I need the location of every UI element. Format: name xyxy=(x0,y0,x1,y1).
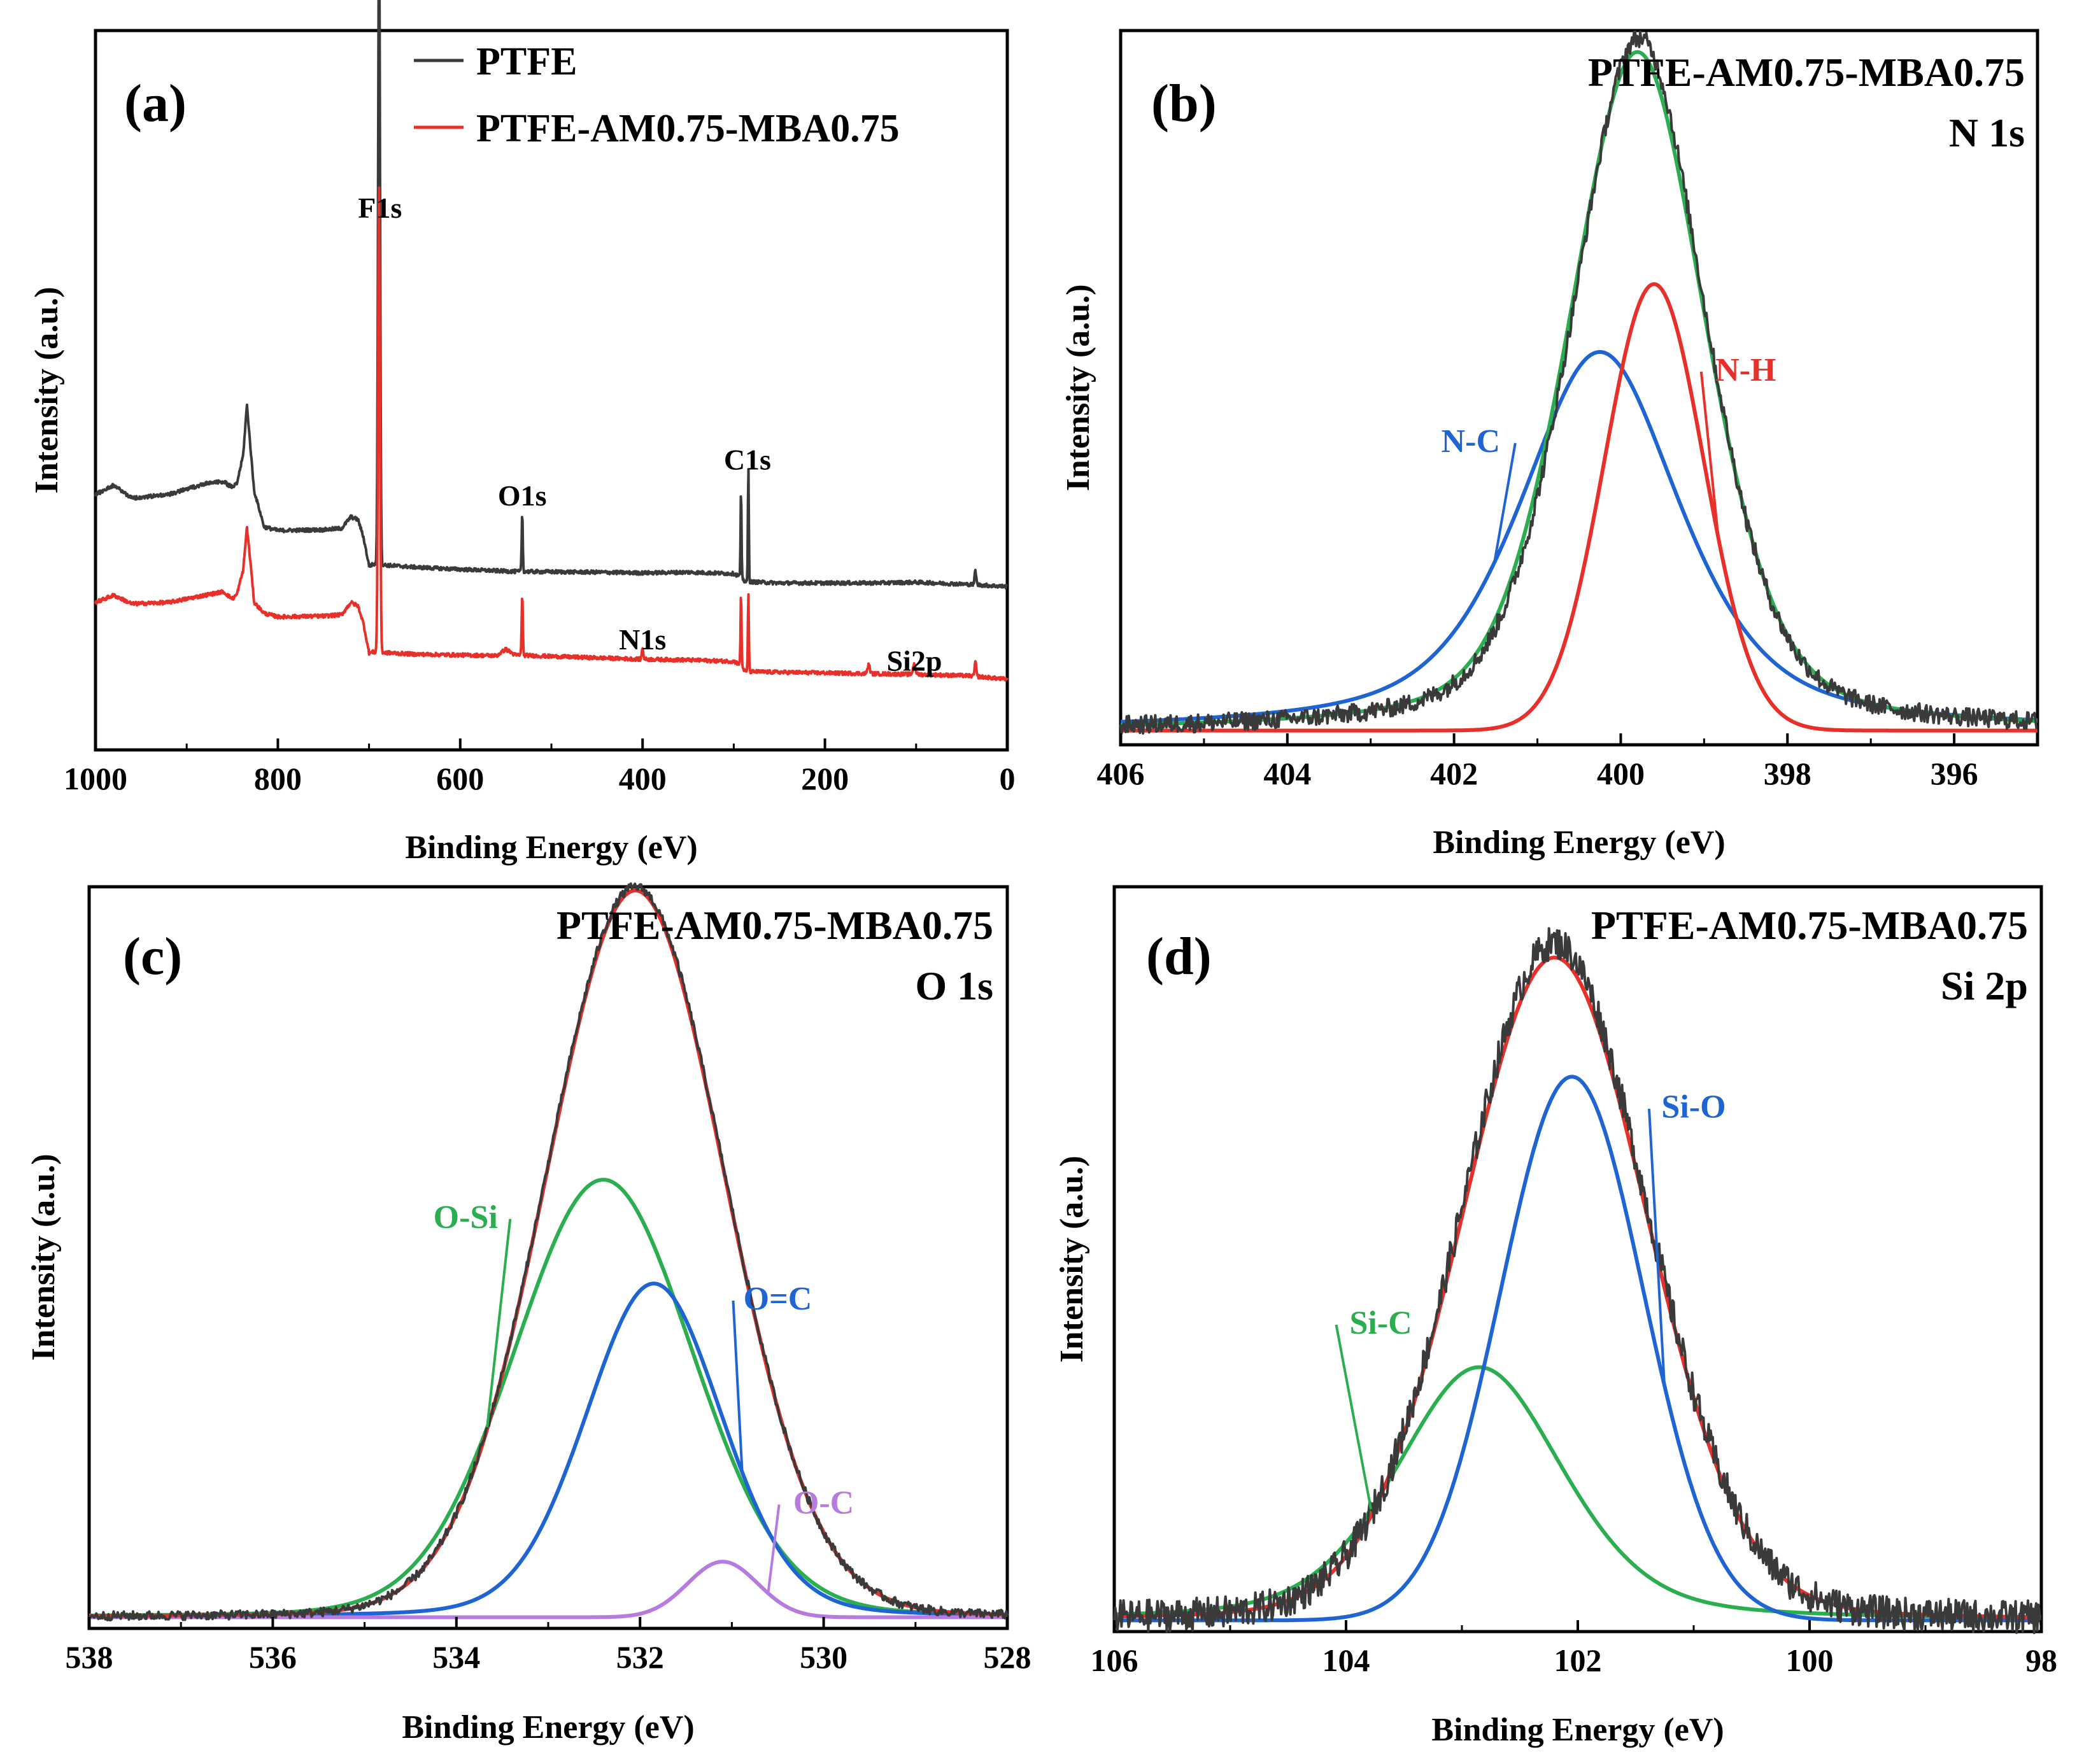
series-line-ptfe xyxy=(94,0,1009,589)
series-line-si-o xyxy=(1113,1075,2043,1623)
peak-label-o1s: O1s xyxy=(498,479,547,512)
sample-title: PTFE-AM0.75-MBA0.75 xyxy=(1588,50,2025,95)
x-tick-label: 396 xyxy=(1931,756,1978,791)
x-ticks: 106 104 102 100 98 xyxy=(1091,1620,2057,1678)
legend-label-ptfe: PTFE xyxy=(476,40,577,83)
peak-labels: F1s O1s C1s N1s Si2p xyxy=(358,192,942,677)
component-label-si-o: Si-O xyxy=(1661,1089,1726,1125)
panel-d-si2p-spectrum: 106 104 102 100 98 (d) PTFE-AM0.75-MBA0.75 S… xyxy=(1054,885,2057,1748)
component-arrow-n-c xyxy=(1493,442,1517,563)
series-line-envelope xyxy=(1119,50,2039,727)
component-labels: O-Si O=C O-C xyxy=(434,1199,854,1594)
series-line-o-c xyxy=(88,1281,1009,1618)
x-tick-label: 104 xyxy=(1322,1642,1370,1678)
component-label-n-c: N-C xyxy=(1442,423,1500,460)
core-level-label: N 1s xyxy=(1949,110,2025,155)
series-layer xyxy=(1113,927,2043,1634)
series-line-ptfe-am0-75-mba0-75 xyxy=(94,186,1009,682)
component-arrow-o-c xyxy=(767,1504,781,1594)
component-label-o-si: O-Si xyxy=(434,1199,498,1236)
series-line-n-c xyxy=(1119,349,2039,724)
x-axis-label: Binding Energy (eV) xyxy=(402,1709,694,1746)
series-line-raw xyxy=(1113,927,2043,1634)
x-tick-label: 404 xyxy=(1263,756,1311,791)
panel-tag: (b) xyxy=(1151,74,1217,133)
plot-frame xyxy=(1119,29,2039,747)
series-line-envelope xyxy=(1113,956,2043,1619)
legend: PTFE PTFE-AM0.75-MBA0.75 xyxy=(414,40,900,150)
x-axis-label: Binding Energy (eV) xyxy=(1431,1712,1724,1748)
x-tick-label: 106 xyxy=(1091,1642,1138,1678)
x-axis-label: Binding Energy (eV) xyxy=(1433,824,1725,861)
panel-tag: (a) xyxy=(124,74,187,133)
x-axis-label: Binding Energy (eV) xyxy=(405,829,697,866)
core-level-label: Si 2p xyxy=(1941,963,2028,1008)
series-line-si-c xyxy=(1113,1365,2043,1620)
x-ticks: 1000 800 600 400 200 0 xyxy=(64,738,1016,796)
y-axis-label: Intensity (a.u.) xyxy=(25,1154,62,1360)
component-labels: N-C N-H xyxy=(1442,352,1776,563)
component-arrow-o-si xyxy=(486,1218,512,1428)
x-ticks: 406 404 402 400 398 396 xyxy=(1097,733,1978,791)
x-tick-label: 102 xyxy=(1554,1642,1602,1678)
x-tick-label: 98 xyxy=(2025,1642,2057,1678)
x-tick-label: 398 xyxy=(1764,756,1811,791)
x-tick-label: 100 xyxy=(1786,1642,1834,1678)
x-tick-label: 200 xyxy=(801,761,849,796)
x-tick-label: 536 xyxy=(249,1639,297,1675)
component-label-si-c: Si-C xyxy=(1349,1305,1412,1341)
y-axis-label: Intensity (a.u.) xyxy=(1054,1155,1090,1362)
sample-title: PTFE-AM0.75-MBA0.75 xyxy=(556,903,993,948)
component-arrow-si-c xyxy=(1335,1324,1373,1510)
component-arrow-o-c xyxy=(732,1300,744,1472)
core-level-label: O 1s xyxy=(915,963,993,1008)
y-axis-label: Intensity (a.u.) xyxy=(1060,284,1096,491)
peak-label-si2p: Si2p xyxy=(886,645,942,677)
x-tick-label: 0 xyxy=(1000,761,1016,796)
y-axis-label: Intensity (a.u.) xyxy=(29,286,65,493)
x-tick-label: 800 xyxy=(254,761,302,796)
x-tick-label: 538 xyxy=(66,1639,113,1675)
component-arrow-n-h xyxy=(1699,371,1720,538)
series-layer xyxy=(94,0,1009,682)
x-tick-label: 406 xyxy=(1097,756,1145,791)
x-tick-label: 400 xyxy=(619,761,667,796)
x-tick-label: 402 xyxy=(1430,756,1478,791)
sample-title: PTFE-AM0.75-MBA0.75 xyxy=(1591,903,2028,948)
series-layer xyxy=(1119,30,2039,735)
component-labels: Si-C Si-O xyxy=(1335,1089,1726,1510)
series-line-n-h xyxy=(1119,282,2039,733)
panel-tag: (c) xyxy=(123,927,182,986)
component-label-n-h: N-H xyxy=(1715,352,1776,388)
panel-b-n1s-spectrum: 406 404 402 400 398 396 (b) PTFE-AM0.75-MBA0.… xyxy=(1060,29,2039,861)
panel-a-survey-spectrum: 1000 800 600 400 200 0 (a) Binding Energy (eV… xyxy=(29,0,1016,866)
peak-label-c1s: C1s xyxy=(724,443,771,476)
x-tick-label: 532 xyxy=(616,1639,664,1675)
series-line-raw xyxy=(88,882,1009,1621)
series-line-o-si xyxy=(88,1178,1009,1618)
x-tick-label: 1000 xyxy=(64,761,127,796)
panel-tag: (d) xyxy=(1146,927,1212,986)
legend-label-ptfe-am-mba: PTFE-AM0.75-MBA0.75 xyxy=(476,107,900,150)
peak-label-f1s: F1s xyxy=(358,192,402,224)
x-ticks: 538 536 534 532 530 528 xyxy=(66,1617,1031,1675)
x-tick-label: 528 xyxy=(984,1639,1031,1675)
component-arrow-si-o xyxy=(1648,1108,1666,1386)
x-tick-label: 600 xyxy=(436,761,484,796)
series-layer xyxy=(88,882,1009,1621)
x-tick-label: 530 xyxy=(800,1639,847,1675)
panel-c-o1s-spectrum: 538 536 534 532 530 528 (c) PTFE-AM0.75-MBA0.… xyxy=(25,882,1031,1746)
series-line-raw xyxy=(1119,30,2038,735)
peak-label-n1s: N1s xyxy=(619,623,666,656)
x-tick-label: 534 xyxy=(432,1639,480,1675)
plot-frame xyxy=(1112,885,2043,1633)
component-label-o-c: O-C xyxy=(793,1485,854,1521)
component-label-o-c: O=C xyxy=(744,1281,812,1317)
x-tick-label: 400 xyxy=(1597,756,1645,791)
